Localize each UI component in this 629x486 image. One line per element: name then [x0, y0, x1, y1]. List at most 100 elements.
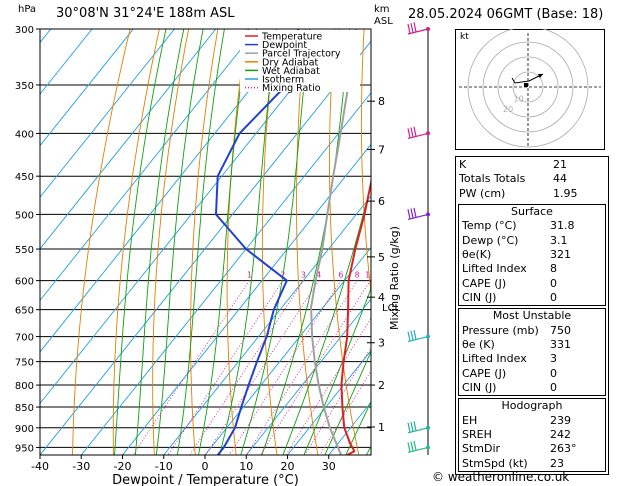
- hodograph-stats-title: Hodograph: [501, 399, 563, 413]
- surface-value: 0: [550, 276, 557, 290]
- height-tick-label: 5: [378, 251, 385, 264]
- mixing-ratio-line: [246, 280, 358, 455]
- wind-barb-feather: [407, 23, 411, 34]
- most-unstable-row: Pressure (mb) 750: [459, 324, 605, 338]
- height-unit-label: km ASL: [374, 4, 393, 28]
- lcl-label: LCL: [382, 303, 401, 314]
- hodograph-stat-row: StmSpd (kt) 23: [459, 457, 605, 471]
- mixing-ratio-line: [319, 370, 371, 455]
- pressure-tick-label: 450: [15, 172, 34, 183]
- hodograph-stat-row: SREH 242: [459, 428, 605, 442]
- most-unstable-label: Lifted Index: [462, 352, 527, 366]
- most-unstable-value: 0: [550, 380, 557, 394]
- wind-barb-feather: [413, 207, 417, 218]
- index-value: 21: [553, 158, 567, 171]
- isotherm: [80, 92, 371, 455]
- surface-value: 8: [550, 262, 557, 276]
- indices-table: K 21 Totals Totals 44 PW (cm) 1.95 Surface Te…: [455, 156, 609, 475]
- temperature-tick-label: 30: [322, 460, 336, 473]
- index-row: K 21: [456, 158, 608, 172]
- isotherm: [40, 29, 175, 198]
- temperature-tick-label: 20: [281, 460, 295, 473]
- legend-label: Wet Adiabat: [262, 66, 320, 77]
- mixing-ratio-label: 20: [407, 271, 417, 280]
- pressure-tick-label: 900: [15, 424, 34, 435]
- surface-label: CAPE (J): [462, 276, 507, 290]
- legend-label: Parcel Trajectory: [262, 49, 341, 60]
- most-unstable-label: Pressure (mb): [462, 323, 539, 337]
- wind-barb-feather: [410, 208, 414, 219]
- pressure-tick-label: 600: [15, 277, 34, 288]
- mixing-ratio-label: 2: [280, 271, 285, 280]
- isotherm: [163, 195, 371, 455]
- dry-adiabat: [360, 29, 371, 296]
- surface-value: 3.1: [550, 233, 568, 247]
- isotherm: [287, 349, 371, 455]
- hodograph-stat-label: EH: [462, 413, 478, 427]
- most-unstable-value: 0: [550, 366, 557, 380]
- mixing-ratio-axis-label: Mixing Ratio (g/kg): [388, 226, 401, 330]
- wet-adiabat: [176, 29, 225, 455]
- dry-adiabat: [190, 29, 219, 455]
- wind-barb-feather: [410, 330, 414, 341]
- wind-barb-shaft: [407, 335, 429, 343]
- hodograph-stat-row: StmDir 263°: [459, 442, 605, 456]
- hodograph-ring-label: 20: [503, 105, 513, 114]
- dry-adiabat: [112, 29, 160, 455]
- mixing-ratio-label: 1: [247, 271, 252, 280]
- surface-label: Dewp (°C): [462, 233, 519, 247]
- most-unstable-label: CAPE (J): [462, 366, 507, 380]
- dry-adiabat: [329, 29, 360, 455]
- wind-barb-shaft: [407, 213, 429, 221]
- index-row: Totals Totals 44: [456, 172, 608, 186]
- temperature-tick-label: -10: [155, 460, 173, 473]
- pressure-tick-label: 400: [15, 129, 34, 140]
- wind-barb: [407, 207, 430, 221]
- most-unstable-value: 750: [550, 323, 571, 337]
- station-location: 30°08'N 31°24'E 188m ASL: [56, 6, 235, 21]
- pressure-tick-label: 300: [15, 25, 34, 36]
- isotherm: [204, 246, 371, 455]
- legend-label: Temperature: [261, 32, 322, 43]
- isotherm: [40, 29, 134, 147]
- legend-label: Dewpoint: [262, 40, 307, 51]
- wind-barb: [407, 126, 430, 140]
- storm-motion-marker: [524, 83, 528, 87]
- mixing-ratio-line: [189, 280, 304, 455]
- hodograph-unit: kt: [460, 32, 469, 42]
- surface-section: Surface Temp (°C) 31.8 Dewp (°C) 3.1 θe(K) 32…: [458, 203, 606, 307]
- height-tick-label: 2: [378, 379, 385, 392]
- wind-barb-feather: [413, 126, 417, 137]
- temperature-tick-label: 10: [239, 460, 253, 473]
- wet-adiabat: [303, 287, 371, 455]
- pressure-tick-label: 500: [15, 210, 34, 221]
- hodograph-stat-value: 242: [550, 427, 571, 441]
- surface-row: CIN (J) 0: [459, 291, 605, 305]
- dry-adiabat: [296, 29, 319, 455]
- wind-barb-feather: [413, 440, 417, 451]
- height-tick-label: 8: [378, 95, 385, 108]
- index-row: PW (cm) 1.95: [456, 187, 608, 201]
- wet-adiabat: [345, 400, 371, 455]
- index-label: PW (cm): [459, 186, 506, 200]
- pressure-tick-label: 650: [15, 306, 34, 317]
- hodograph-arrow: [538, 74, 543, 78]
- mixing-ratio-line: [132, 280, 250, 455]
- isotherm: [40, 29, 299, 353]
- sounding-datetime: 28.05.2024 06GMT (Base: 18): [408, 7, 604, 22]
- copyright: © weatheronline.co.uk: [432, 470, 570, 484]
- wet-adiabat: [134, 29, 185, 455]
- mixing-ratio-label: 4: [316, 271, 321, 280]
- mixing-ratio-label: 6: [338, 271, 343, 280]
- wind-barb-feather: [413, 22, 417, 33]
- mixing-ratio-line: [205, 280, 320, 455]
- wind-barb-feather: [407, 331, 411, 342]
- most-unstable-label: CIN (J): [462, 380, 497, 394]
- wind-barb-feather: [407, 128, 411, 139]
- surface-value: 321: [550, 247, 571, 261]
- wind-barb-feather: [407, 209, 411, 220]
- surface-label: θe(K): [462, 247, 492, 261]
- surface-row: θe(K) 321: [459, 248, 605, 262]
- hodograph-ring: [497, 56, 559, 118]
